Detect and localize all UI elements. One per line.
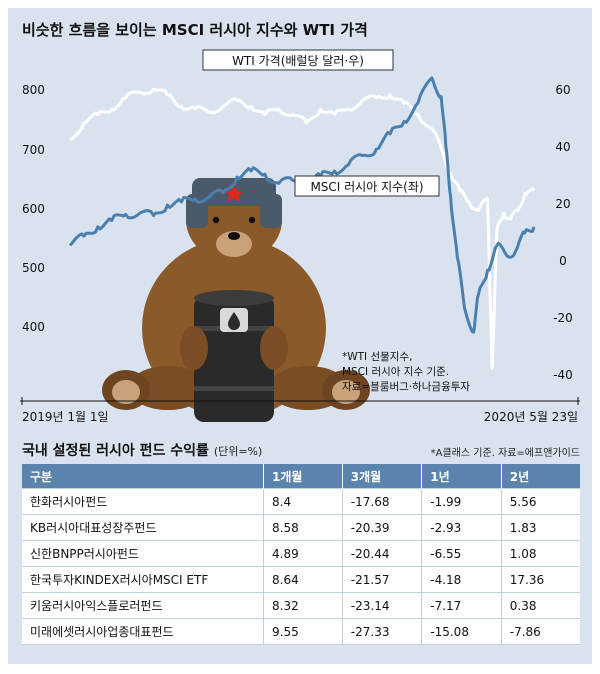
source-note-line: MSCI 러시아 지수 기준. — [342, 366, 449, 378]
fund-returns-table: 구분 1개월 3개월 1년 2년 한화러시아펀드 8.4 -17.68 -1.99 5.… — [22, 464, 580, 645]
table-body: 한화러시아펀드 8.4 -17.68 -1.99 5.56 KB러시아대표성장주펀드 8.5… — [22, 488, 580, 645]
series-layer — [68, 76, 536, 370]
line-chart: 비슷한 흐름을 보이는 MSCI 러시아 지수와 WTI 가격 800 700 … — [20, 21, 580, 424]
return-value-cell: -15.08 — [421, 618, 502, 645]
return-value-cell: 17.36 — [501, 566, 580, 593]
wti-price-line — [69, 87, 536, 370]
table-title: 국내 설정된 러시아 펀드 수익률 (단위=%) — [22, 440, 262, 460]
table-row: 키움러시아익스플로러펀드 8.32 -23.14 -7.17 0.38 — [22, 592, 580, 619]
return-value-cell: -6.55 — [421, 540, 502, 567]
fund-name-cell: 신한BNPP러시아펀드 — [22, 540, 265, 567]
table-row: 한화러시아펀드 8.4 -17.68 -1.99 5.56 — [22, 488, 580, 515]
msci-label-text: MSCI 러시아 지수(좌) — [310, 180, 423, 194]
bear-with-oil-barrel-icon — [102, 178, 370, 422]
return-value-cell: -20.39 — [342, 514, 423, 541]
table-note: *A클래스 기준. 자료=에프앤가이드 — [430, 448, 580, 459]
chart-title: 비슷한 흐름을 보이는 MSCI 러시아 지수와 WTI 가격 — [22, 21, 368, 39]
return-value-cell: -17.68 — [342, 488, 423, 515]
return-value-cell: 9.55 — [263, 618, 343, 645]
return-value-cell: 5.56 — [501, 488, 580, 515]
left-tick-label: 600 — [22, 202, 45, 216]
table-row: 신한BNPP러시아펀드 4.89 -20.44 -6.55 1.08 — [22, 540, 580, 567]
right-tick-label: -40 — [553, 368, 573, 382]
fund-name-cell: 미래에셋러시아업종대표펀드 — [22, 618, 265, 645]
return-value-cell: -7.86 — [501, 618, 580, 645]
right-tick-label: 0 — [559, 254, 567, 268]
column-header: 1개월 — [263, 464, 343, 489]
column-header: 2년 — [501, 464, 580, 489]
return-value-cell: 0.38 — [501, 592, 580, 619]
table-title-text: 국내 설정된 러시아 펀드 수익률 — [22, 443, 209, 459]
column-header: 구분 — [22, 464, 265, 489]
return-value-cell: 8.64 — [263, 566, 343, 593]
left-tick-label: 700 — [22, 143, 45, 157]
return-value-cell: -4.18 — [421, 566, 502, 593]
table-row: 미래에셋러시아업종대표펀드 9.55 -27.33 -15.08 -7.86 — [22, 618, 580, 645]
fund-name-cell: 한국투자KINDEX러시아MSCI ETF — [22, 566, 265, 593]
source-note-line: *WTI 선물지수, — [342, 351, 412, 363]
wti-series-label: WTI 가격(배럴당 달러·우) — [202, 49, 394, 71]
column-header: 1년 — [421, 464, 502, 489]
return-value-cell: 8.4 — [263, 488, 343, 515]
return-value-cell: -23.14 — [342, 592, 423, 619]
msci-russia-index-line — [68, 76, 536, 334]
x-axis-end-label: 2020년 5월 23일 — [484, 410, 578, 424]
fund-name-cell: 한화러시아펀드 — [22, 488, 265, 515]
source-note-line: 자료=블룸버그·하나금융투자 — [342, 380, 470, 393]
return-value-cell: -27.33 — [342, 618, 423, 645]
left-tick-label: 400 — [22, 320, 45, 334]
table-row: 한국투자KINDEX러시아MSCI ETF 8.64 -21.57 -4.18 17.3… — [22, 566, 580, 593]
table-row: KB러시아대표성장주펀드 8.58 -20.39 -2.93 1.83 — [22, 514, 580, 541]
return-value-cell: 8.58 — [263, 514, 343, 541]
x-axis-start-label: 2019년 1월 1일 — [22, 410, 109, 424]
wti-label-text: WTI 가격(배럴당 달러·우) — [232, 54, 364, 68]
right-axis-ticks: 60 40 20 0 -20 -40 — [553, 83, 573, 382]
fund-name-cell: KB러시아대표성장주펀드 — [22, 514, 265, 541]
return-value-cell: 1.83 — [501, 514, 580, 541]
right-tick-label: 60 — [555, 83, 570, 97]
left-tick-label: 800 — [22, 83, 45, 97]
table-header-row: 구분 1개월 3개월 1년 2년 — [22, 464, 580, 489]
return-value-cell: -21.57 — [342, 566, 423, 593]
msci-series-label: MSCI 러시아 지수(좌) — [294, 175, 440, 197]
fund-name-cell: 키움러시아익스플로러펀드 — [22, 592, 265, 619]
right-tick-label: -20 — [553, 311, 573, 325]
right-tick-label: 20 — [555, 197, 570, 211]
return-value-cell: 1.08 — [501, 540, 580, 567]
return-value-cell: -20.44 — [342, 540, 423, 567]
left-tick-label: 500 — [22, 261, 45, 275]
left-axis-ticks: 800 700 600 500 400 — [22, 83, 45, 334]
return-value-cell: 8.32 — [263, 592, 343, 619]
right-tick-label: 40 — [555, 140, 570, 154]
column-header: 3개월 — [342, 464, 423, 489]
return-value-cell: -1.99 — [421, 488, 502, 515]
return-value-cell: 4.89 — [263, 540, 343, 567]
return-value-cell: -2.93 — [421, 514, 502, 541]
table-unit: (단위=%) — [213, 445, 263, 458]
return-value-cell: -7.17 — [421, 592, 502, 619]
